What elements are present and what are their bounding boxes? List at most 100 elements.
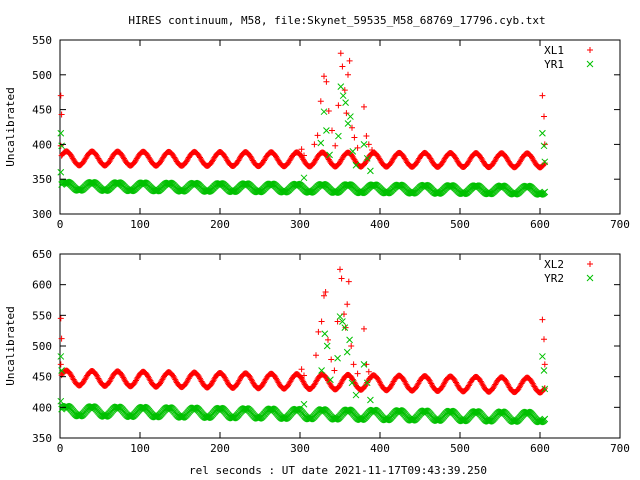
legend-marker-xl2 xyxy=(587,261,593,267)
data-point xyxy=(354,144,361,151)
data-point xyxy=(541,385,548,392)
data-point xyxy=(344,301,351,308)
data-point xyxy=(539,353,546,360)
data-point xyxy=(365,368,372,375)
bottom-x-tick-label: 600 xyxy=(530,442,550,455)
data-point xyxy=(344,120,352,127)
data-point xyxy=(332,142,339,149)
top-x-tick-label: 0 xyxy=(57,218,64,231)
top-plot-panel: 0 100 200 300 400 500 600 700 300 350 400 450 500 550… xyxy=(4,34,630,231)
data-point xyxy=(335,132,342,140)
data-point xyxy=(58,111,65,118)
series-xl2 xyxy=(57,266,548,396)
data-point xyxy=(57,168,65,176)
bottom-y-tick-label: 650 xyxy=(32,248,52,261)
legend-marker-yr2 xyxy=(586,274,594,282)
data-point xyxy=(342,324,349,331)
data-point xyxy=(346,336,353,344)
data-point xyxy=(363,379,371,387)
data-point xyxy=(323,78,330,85)
data-point xyxy=(339,92,347,100)
data-point xyxy=(339,318,346,325)
top-y-tick-label: 400 xyxy=(32,138,52,151)
data-point xyxy=(325,336,331,343)
data-point xyxy=(349,124,355,131)
series-yr1 xyxy=(57,83,549,198)
data-point xyxy=(318,367,325,374)
data-point xyxy=(345,278,352,285)
data-point xyxy=(350,361,357,368)
data-point xyxy=(57,397,65,405)
data-point xyxy=(539,129,546,137)
data-point xyxy=(541,415,549,423)
data-point xyxy=(337,50,344,57)
bottom-plot-axes: 0 100 200 300 400 500 600 700 350 400 450 500 550 600… xyxy=(32,248,630,455)
data-point xyxy=(541,160,548,167)
bottom-plot-panel: 0 100 200 300 400 500 600 700 350 400 450 500 550 600… xyxy=(4,248,630,455)
data-point xyxy=(348,343,355,349)
data-point xyxy=(301,152,307,159)
data-point xyxy=(326,151,333,159)
data-point xyxy=(323,342,331,350)
data-point xyxy=(336,313,344,320)
top-x-tick-label: 700 xyxy=(610,218,630,231)
data-point xyxy=(539,92,546,99)
data-point xyxy=(348,379,356,387)
data-point xyxy=(541,385,549,393)
data-point xyxy=(58,142,65,150)
data-point xyxy=(351,134,358,141)
data-point xyxy=(361,103,367,110)
data-point xyxy=(318,318,325,325)
data-point xyxy=(345,71,351,78)
data-point xyxy=(321,330,329,338)
data-point xyxy=(343,110,350,117)
data-point xyxy=(338,275,345,282)
series-xl1 xyxy=(57,50,548,171)
legend-label-xl2: XL2 xyxy=(544,258,564,271)
data-point xyxy=(331,367,338,374)
chart-title: HIRES continuum, M58, file:Skynet_59535_… xyxy=(128,14,545,27)
data-point xyxy=(300,400,308,408)
bottom-x-tick-label: 300 xyxy=(290,442,310,455)
data-point xyxy=(328,356,335,363)
data-point xyxy=(314,132,321,139)
data-point xyxy=(342,99,349,106)
legend-label-yr2: YR2 xyxy=(544,272,564,285)
data-point xyxy=(360,141,368,148)
data-point xyxy=(321,73,327,80)
top-plot-frame xyxy=(59,39,621,215)
top-x-tick-label: 600 xyxy=(530,218,550,231)
top-x-tick-label: 500 xyxy=(450,218,470,231)
data-point xyxy=(58,367,65,374)
data-point xyxy=(341,324,349,331)
legend-label-xl1: XL1 xyxy=(544,44,564,57)
data-point xyxy=(320,108,328,116)
data-point xyxy=(301,372,307,379)
bottom-y-tick-label: 400 xyxy=(32,401,52,414)
data-point xyxy=(317,139,325,147)
data-point xyxy=(57,92,64,99)
legend-marker-xl1 xyxy=(587,47,593,53)
data-point xyxy=(315,328,322,335)
data-point xyxy=(339,63,346,70)
data-point xyxy=(346,57,353,64)
series-yr2 xyxy=(57,313,549,426)
bottom-y-tick-label: 350 xyxy=(32,432,52,445)
x-axis-label: rel seconds : UT date 2021-11-17T09:43:3… xyxy=(189,464,487,477)
data-point xyxy=(352,391,360,399)
data-point xyxy=(325,107,332,114)
data-point xyxy=(298,366,305,373)
data-point xyxy=(367,396,374,404)
data-point xyxy=(540,367,548,374)
data-point xyxy=(369,146,375,153)
data-point xyxy=(541,188,549,196)
data-point xyxy=(341,87,348,94)
bottom-plot-y-axis-label: Uncalibrated xyxy=(4,306,17,385)
data-point xyxy=(57,361,64,368)
bottom-x-tick-label: 200 xyxy=(210,442,230,455)
data-point xyxy=(363,133,370,140)
data-point xyxy=(354,370,361,377)
data-point xyxy=(540,142,548,150)
